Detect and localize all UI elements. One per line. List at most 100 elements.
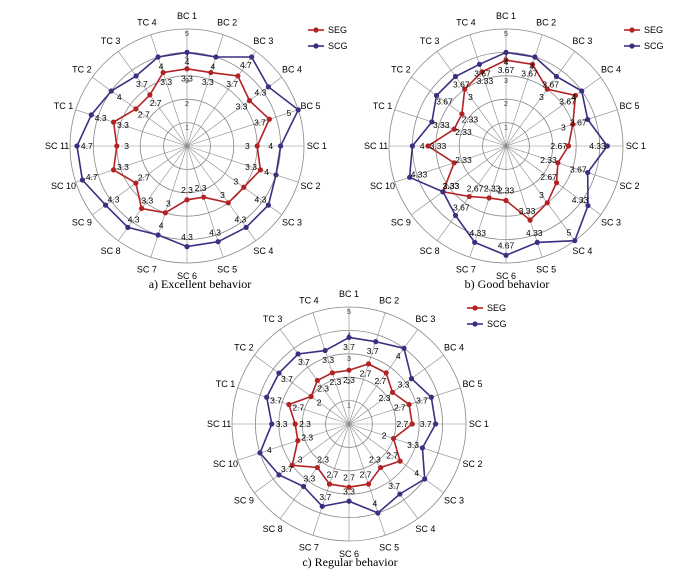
data-label-scg: 3.7 [136,79,148,89]
tick-label: 2 [347,379,351,386]
axis-label: BC 3 [572,36,592,46]
data-label-scg: 4 [420,141,425,151]
axis-label: SC 2 [463,459,483,469]
grid-spoke [254,354,350,425]
data-point-scg [346,334,352,341]
legend-marker [313,43,319,49]
tick-label: 2 [504,101,508,108]
axis-label: SC 5 [536,265,556,275]
data-point-seg [254,143,260,149]
data-label-seg: 2.7 [360,470,372,480]
axis-label: SC 3 [444,495,464,505]
data-point-scg [532,54,538,60]
data-label-scg: 4.33 [589,141,606,151]
data-point-seg [529,61,536,67]
axis-label: SC 9 [72,217,92,227]
data-label-scg: 3.7 [367,346,379,356]
data-label-scg: 4 [185,57,190,67]
data-label-seg: 2.7 [327,470,339,480]
legend-label: SEG [487,303,506,313]
data-label-scg: 3.3 [322,355,334,365]
radar-chart-regular: 1 2 3 4 5 BC 1 BC 2 BC 3 BC 4 BC 5 SC 1 SC 2 SC 3 SC … [207,289,507,559]
data-label-scg: 3.3 [398,379,410,389]
data-point-scg [408,376,415,382]
data-label-seg: 3.3 [160,77,172,87]
data-point-scg [432,421,439,427]
legend-label: SCG [487,319,507,329]
grid-spoke [436,51,507,147]
tick-label: 5 [185,31,189,38]
legend-label: SEG [644,25,663,35]
data-label-scg: 3.33 [443,181,460,191]
grid-spoke [348,329,419,425]
data-label-scg: 3.67 [474,69,491,79]
axis-label: SC 8 [101,246,121,256]
data-point-scg [295,351,301,357]
axis-label: BC 1 [339,289,359,299]
data-point-seg [451,126,457,132]
data-label-scg: 3.3 [407,440,419,450]
data-label-seg: 2.7 [138,172,150,182]
axis-label: SC 2 [301,181,321,191]
axis-label: SC 4 [253,246,273,256]
data-point-seg [225,200,231,206]
data-label-seg: 2.67 [550,141,567,151]
data-label-seg: 2.3 [343,375,355,385]
grid-spoke [312,312,350,425]
legend-marker [313,27,319,33]
data-label-seg: 2.3 [379,393,391,403]
data-label-scg: 4 [211,61,216,71]
legend-marker [629,43,635,49]
data-label-seg: 3 [245,141,250,151]
data-point-seg [346,367,352,373]
data-point-seg [544,200,550,206]
data-label-seg: 2 [382,430,387,440]
grid-spoke [117,145,188,241]
axis-label: SC 7 [299,543,319,553]
grid-spoke [505,51,576,147]
data-point-seg [406,401,412,408]
tick-label: 1 [504,125,508,132]
data-point-scg [429,119,435,125]
legend-marker [472,305,478,311]
data-point-seg [114,143,120,149]
data-label-seg: 3.3 [141,196,153,206]
axis-label: TC 2 [234,343,254,353]
data-point-scg [276,370,282,376]
axis-label: SC 5 [217,265,237,275]
axis-label: BC 4 [444,343,464,353]
grid-spoke [237,423,350,461]
grid-spoke [186,34,224,147]
data-label-scg: 5 [287,108,292,118]
data-label-seg: 2.3 [301,433,313,443]
grid-spoke [348,423,461,461]
tick-label: 1 [347,403,351,410]
data-point-scg [88,112,94,118]
data-label-seg: 2.33 [484,184,501,194]
data-point-seg [503,57,509,63]
data-label-scg: 4.3 [234,214,246,224]
tick-label: 3 [185,78,189,85]
data-point-scg [184,244,190,250]
data-point-scg [74,143,80,149]
data-label-seg: 3.33 [477,76,494,86]
caption-regular: c) Regular behavior [302,555,397,569]
data-point-seg [425,143,431,149]
data-label-seg: 3.3 [236,101,248,111]
axis-label: SC 7 [137,265,157,275]
data-point-seg [466,193,472,200]
data-label-seg: 3.67 [559,96,576,106]
axis-label: TC 4 [299,295,319,305]
data-label-seg: 2.7 [394,403,406,413]
axis-label: TC 1 [373,101,393,111]
data-point-scg [585,202,591,209]
grid-spoke [75,109,188,147]
data-label-seg: 2.67 [467,184,484,194]
tick-label: 1 [185,125,189,132]
axis-label: BC 3 [253,36,273,46]
grid-spoke [348,387,461,425]
data-label-scg: 3.7 [298,357,310,367]
data-point-scg [409,143,415,149]
data-point-seg [479,69,485,75]
